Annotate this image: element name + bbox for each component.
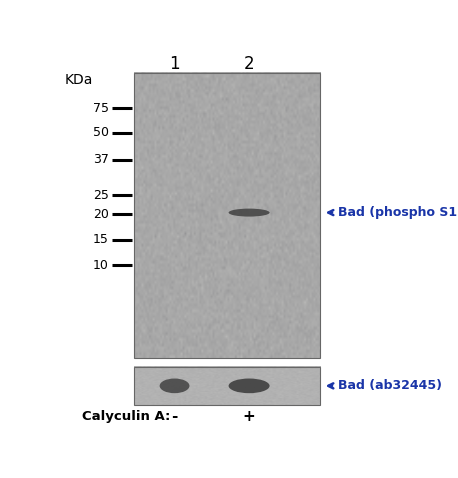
Text: 1: 1 xyxy=(169,55,180,73)
Ellipse shape xyxy=(229,379,270,393)
Bar xyxy=(134,367,320,405)
Text: -: - xyxy=(171,409,178,424)
Text: 10: 10 xyxy=(93,259,109,272)
Text: 20: 20 xyxy=(93,207,109,220)
Text: Calyculin A:: Calyculin A: xyxy=(82,410,170,423)
Bar xyxy=(134,73,320,358)
Text: +: + xyxy=(243,409,256,424)
Ellipse shape xyxy=(229,208,270,217)
Text: Bad (ab32445): Bad (ab32445) xyxy=(328,380,442,392)
Text: 37: 37 xyxy=(93,153,109,166)
Text: 50: 50 xyxy=(93,126,109,139)
Text: 15: 15 xyxy=(93,233,109,246)
Ellipse shape xyxy=(160,379,190,393)
Text: KDa: KDa xyxy=(65,73,93,87)
Text: Bad (phospho S112): Bad (phospho S112) xyxy=(328,206,458,219)
Text: 2: 2 xyxy=(244,55,254,73)
Text: 25: 25 xyxy=(93,189,109,202)
Text: 75: 75 xyxy=(93,102,109,115)
